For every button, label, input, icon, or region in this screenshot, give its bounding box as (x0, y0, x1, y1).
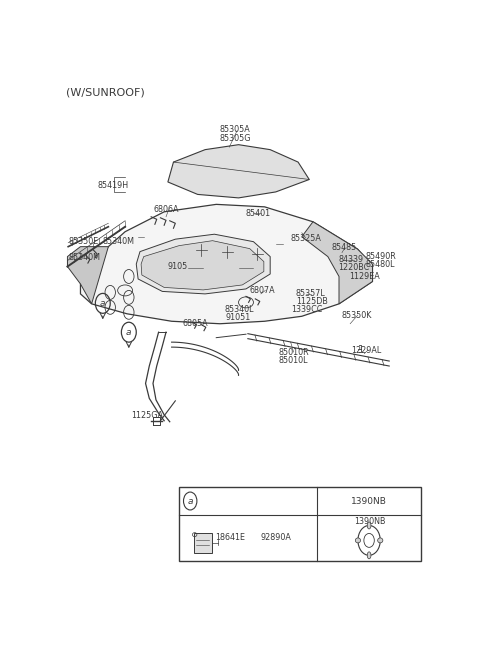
Text: 85010R: 85010R (279, 348, 310, 357)
Text: 1390NB: 1390NB (351, 497, 387, 506)
Text: 1229AL: 1229AL (352, 346, 382, 355)
Ellipse shape (355, 538, 360, 543)
Text: 85419H: 85419H (97, 182, 128, 191)
Text: 1125GA: 1125GA (131, 412, 163, 421)
Text: 1390NB: 1390NB (355, 517, 386, 526)
Text: 85325A: 85325A (290, 234, 322, 243)
Text: 84339: 84339 (338, 255, 363, 264)
Polygon shape (302, 222, 372, 304)
Ellipse shape (367, 522, 371, 529)
Text: 85340M: 85340M (102, 237, 134, 246)
Text: 1125DB: 1125DB (296, 297, 328, 306)
Text: 85350E: 85350E (68, 237, 98, 246)
Text: 85490R: 85490R (365, 252, 396, 261)
Text: 85350K: 85350K (342, 311, 372, 320)
Text: 85480L: 85480L (365, 260, 395, 269)
Text: 6806A: 6806A (153, 205, 179, 214)
Polygon shape (168, 145, 309, 198)
Text: 92890A: 92890A (260, 533, 291, 541)
Text: 85010L: 85010L (279, 355, 308, 364)
Text: 85305A: 85305A (220, 125, 251, 134)
Text: a: a (188, 497, 193, 506)
Text: 85357L: 85357L (296, 289, 325, 298)
Text: 18641E: 18641E (216, 533, 245, 541)
Text: 85340L: 85340L (225, 306, 254, 315)
Text: 85305G: 85305G (220, 134, 252, 143)
Text: 85485: 85485 (332, 243, 357, 252)
Text: 85401: 85401 (246, 209, 271, 218)
Polygon shape (67, 247, 108, 304)
Text: 6807A: 6807A (250, 286, 276, 295)
Text: a: a (126, 328, 132, 337)
Polygon shape (141, 241, 264, 290)
Text: 1129EA: 1129EA (348, 272, 379, 281)
Text: a: a (100, 299, 106, 308)
Text: (W/SUNROOF): (W/SUNROOF) (66, 87, 144, 98)
Text: 1339CC: 1339CC (291, 306, 323, 315)
Ellipse shape (378, 538, 383, 543)
Text: 9105: 9105 (168, 262, 188, 271)
Bar (194, 533, 212, 552)
Text: 1220BC: 1220BC (338, 263, 370, 272)
Text: 85340M: 85340M (68, 253, 100, 262)
Text: 6805A: 6805A (183, 319, 208, 328)
Text: 91051: 91051 (226, 313, 251, 322)
Bar (179, 487, 421, 561)
Polygon shape (81, 204, 372, 324)
Ellipse shape (367, 552, 371, 559)
Polygon shape (136, 234, 270, 294)
